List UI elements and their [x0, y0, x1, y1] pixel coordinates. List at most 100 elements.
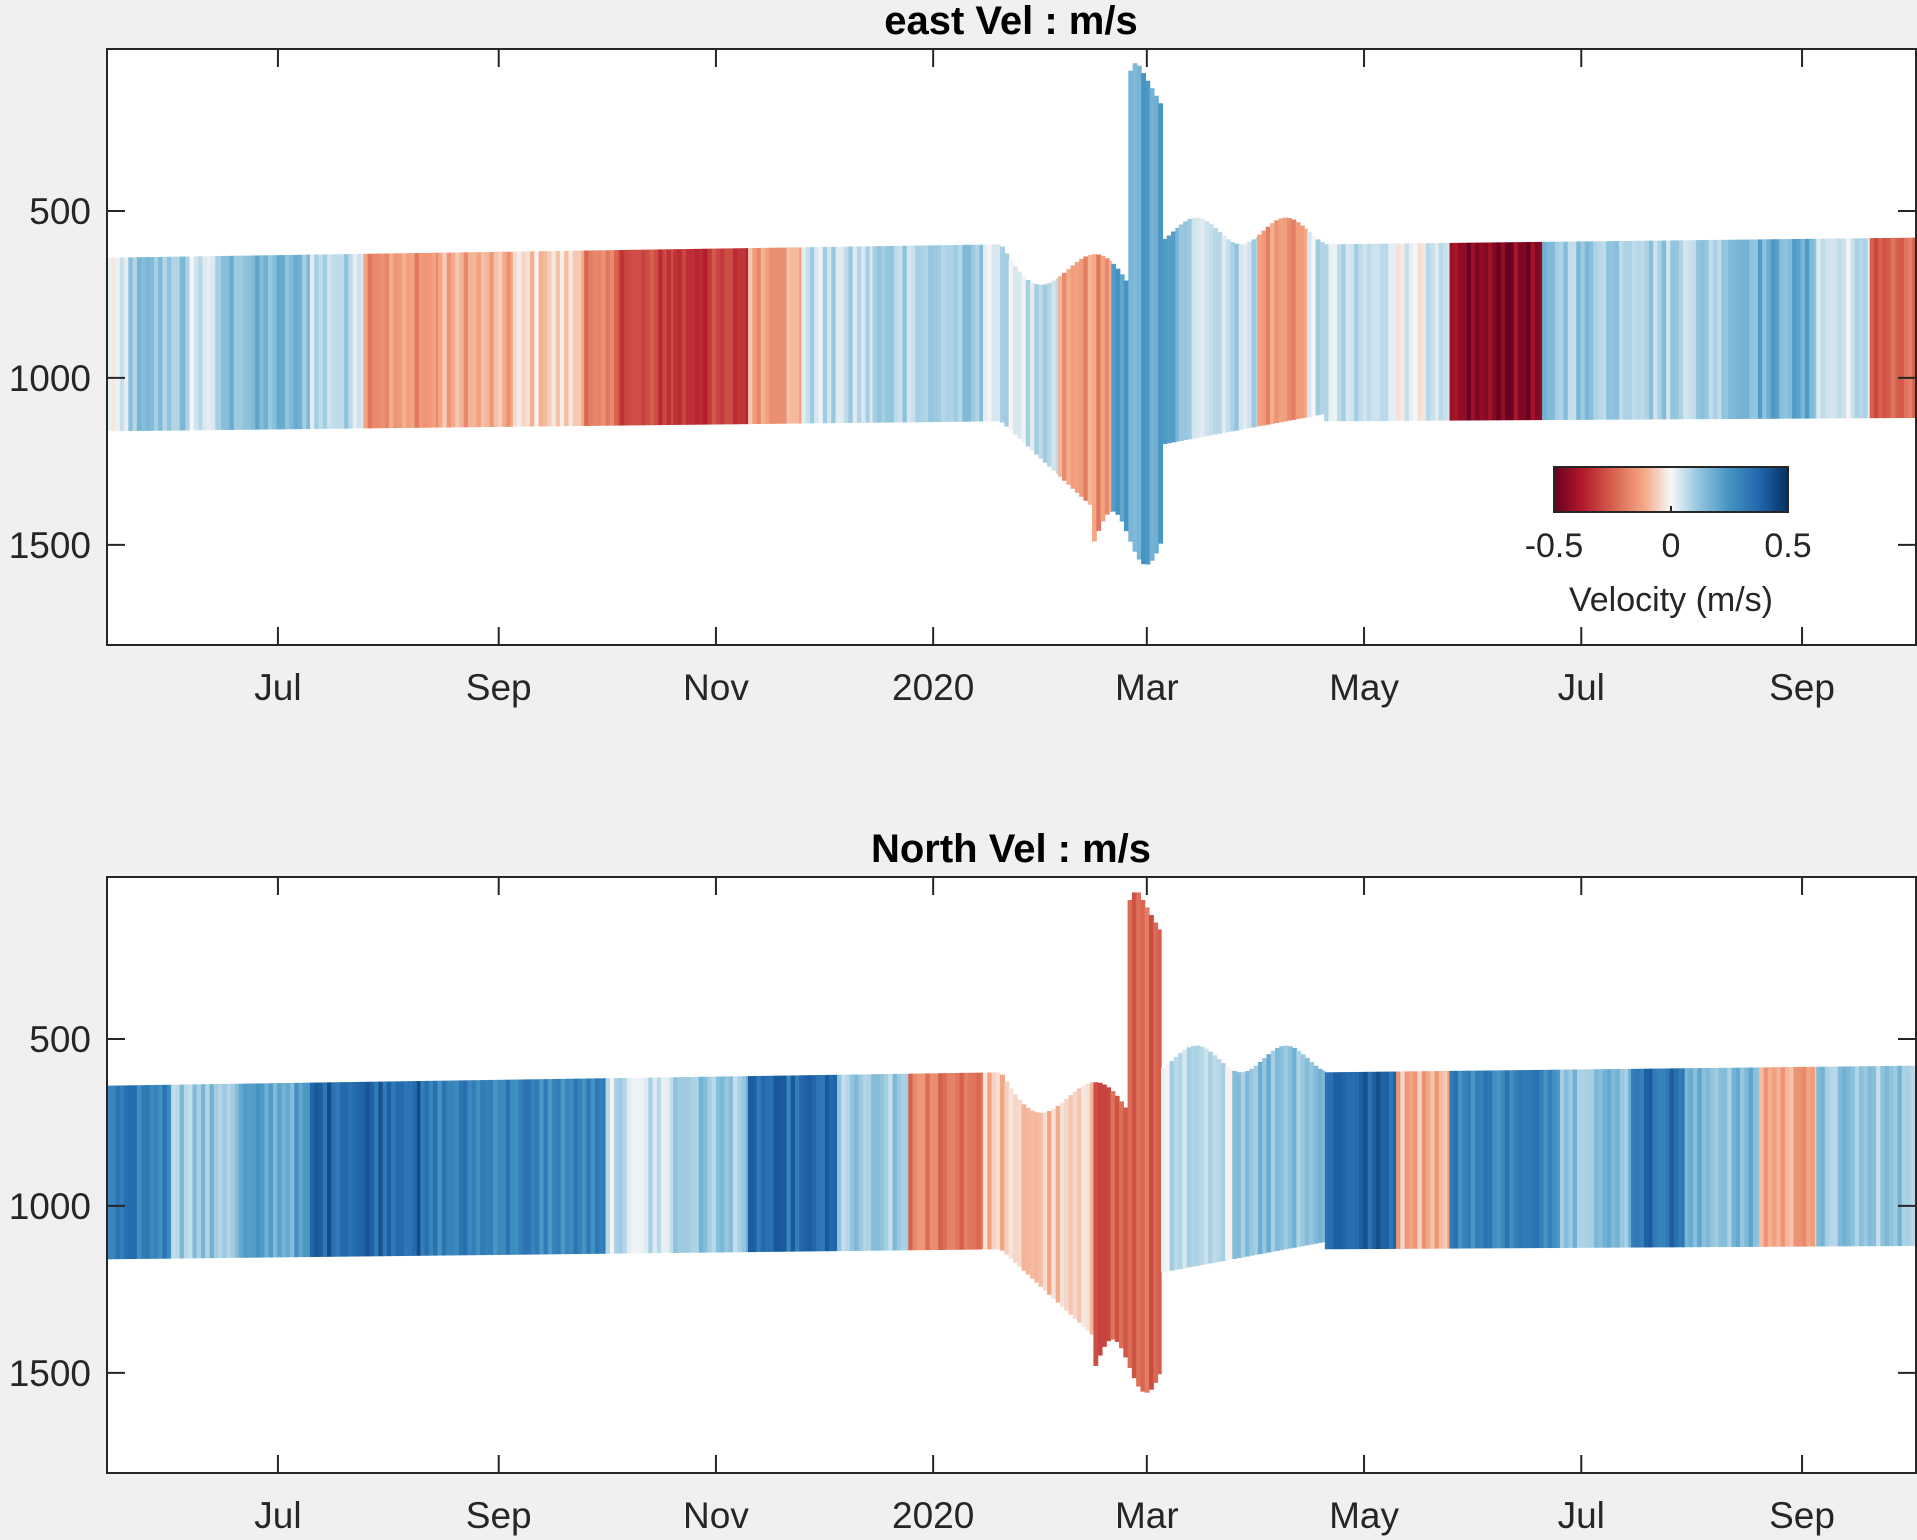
velocity-cell — [1606, 1069, 1612, 1248]
velocity-cell — [213, 1084, 219, 1259]
velocity-cell — [542, 251, 548, 427]
velocity-cell — [1396, 1071, 1401, 1249]
east-axes-box — [106, 48, 1917, 646]
velocity-cell — [1731, 1067, 1737, 1247]
velocity-cell — [1238, 244, 1244, 430]
velocity-band — [1542, 240, 1650, 421]
velocity-cell — [962, 244, 968, 422]
velocity-cell — [1580, 241, 1586, 420]
velocity-cell — [294, 1082, 300, 1258]
velocity-cell — [715, 248, 721, 425]
velocity-cell — [1057, 276, 1063, 477]
velocity-cell — [1783, 239, 1789, 419]
velocity-cell — [235, 1083, 240, 1258]
velocity-cell — [1505, 242, 1510, 421]
velocity-cell — [162, 256, 168, 431]
velocity-cell — [485, 252, 491, 428]
velocity-cell — [382, 1081, 388, 1257]
velocity-cell — [639, 1077, 645, 1254]
velocity-band — [1648, 239, 1725, 420]
velocity-cell — [293, 254, 299, 430]
velocity-band — [1723, 238, 1817, 420]
colorbar-tick-label: -0.5 — [1525, 527, 1584, 565]
velocity-band — [1161, 1045, 1233, 1273]
velocity-cell — [280, 255, 286, 430]
velocity-cell — [356, 253, 362, 429]
velocity-band — [1449, 1069, 1561, 1249]
velocity-cell — [816, 1075, 822, 1252]
velocity-cell — [1426, 243, 1431, 421]
velocity-cell — [361, 1081, 367, 1257]
velocity-cell — [1079, 258, 1085, 497]
velocity-cell — [1487, 1070, 1493, 1249]
velocity-cell — [1759, 1067, 1765, 1247]
velocity-cell — [603, 1078, 607, 1254]
velocity-cell — [361, 253, 364, 429]
velocity-cell — [760, 247, 766, 424]
velocity-cell — [765, 247, 770, 424]
velocity-cell — [472, 252, 478, 428]
velocity-cell — [807, 1075, 813, 1252]
velocity-cell — [1408, 1071, 1414, 1249]
velocity-cell — [1766, 239, 1772, 419]
x-tick-label: Nov — [683, 667, 749, 708]
velocity-cell — [724, 248, 730, 425]
velocity-cell — [879, 1074, 885, 1251]
velocity-cell — [512, 251, 518, 427]
velocity-cell — [1643, 1068, 1649, 1248]
velocity-band — [1816, 1065, 1917, 1247]
velocity-cell — [107, 1085, 112, 1260]
velocity-cell — [1585, 1069, 1591, 1248]
velocity-cell — [1313, 1065, 1319, 1244]
velocity-cell — [420, 1080, 426, 1256]
velocity-cell — [424, 1080, 430, 1256]
velocity-cell — [1912, 237, 1917, 418]
velocity-cell — [942, 1073, 948, 1250]
velocity-cell — [1072, 1091, 1078, 1319]
colorbar-tick-label: 0 — [1662, 527, 1681, 565]
velocity-cell — [1261, 230, 1267, 426]
velocity-cell — [1349, 244, 1355, 422]
velocity-cell — [264, 1083, 270, 1258]
velocity-cell — [844, 246, 849, 424]
velocity-cell — [272, 255, 278, 430]
velocity-cell — [1614, 241, 1620, 420]
velocity-cell — [686, 1077, 691, 1253]
velocity-cell — [471, 1080, 477, 1256]
velocity-cell — [1165, 1064, 1171, 1272]
velocity-cell — [1324, 1072, 1330, 1250]
velocity-cell — [950, 1073, 956, 1250]
velocity-cell — [1008, 1088, 1014, 1259]
velocity-cell — [1829, 1066, 1834, 1247]
velocity-cell — [966, 244, 972, 422]
velocity-cell — [1466, 242, 1472, 421]
velocity-cell — [1522, 1070, 1528, 1249]
velocity-cell — [1550, 241, 1556, 420]
velocity-cell — [681, 1077, 687, 1253]
velocity-cell — [681, 249, 687, 425]
velocity-cell — [115, 1085, 121, 1260]
velocity-cell — [1042, 1112, 1048, 1291]
velocity-band — [185, 255, 222, 431]
velocity-cell — [641, 249, 647, 426]
velocity-cell — [318, 1082, 324, 1257]
velocity-cell — [893, 245, 899, 423]
velocity-cell — [141, 1085, 147, 1259]
velocity-cell — [1173, 1056, 1179, 1270]
velocity-cell — [1800, 238, 1806, 419]
velocity-cell — [852, 246, 858, 423]
velocity-cell — [1204, 221, 1210, 437]
east-velocity-bands — [107, 63, 1917, 565]
velocity-cell — [869, 246, 874, 423]
velocity-cell — [220, 255, 226, 431]
velocity-cell — [588, 250, 594, 426]
velocity-cell — [720, 1076, 726, 1253]
north-y-ticks: 500 1000 1500 — [9, 1019, 1916, 1394]
velocity-cell — [833, 1074, 838, 1252]
y-tick-label: 1000 — [9, 1186, 91, 1227]
velocity-cell — [410, 253, 416, 428]
velocity-cell — [884, 1074, 889, 1251]
velocity-cell — [352, 1081, 358, 1257]
velocity-band — [171, 1083, 240, 1259]
velocity-band — [983, 244, 1059, 474]
